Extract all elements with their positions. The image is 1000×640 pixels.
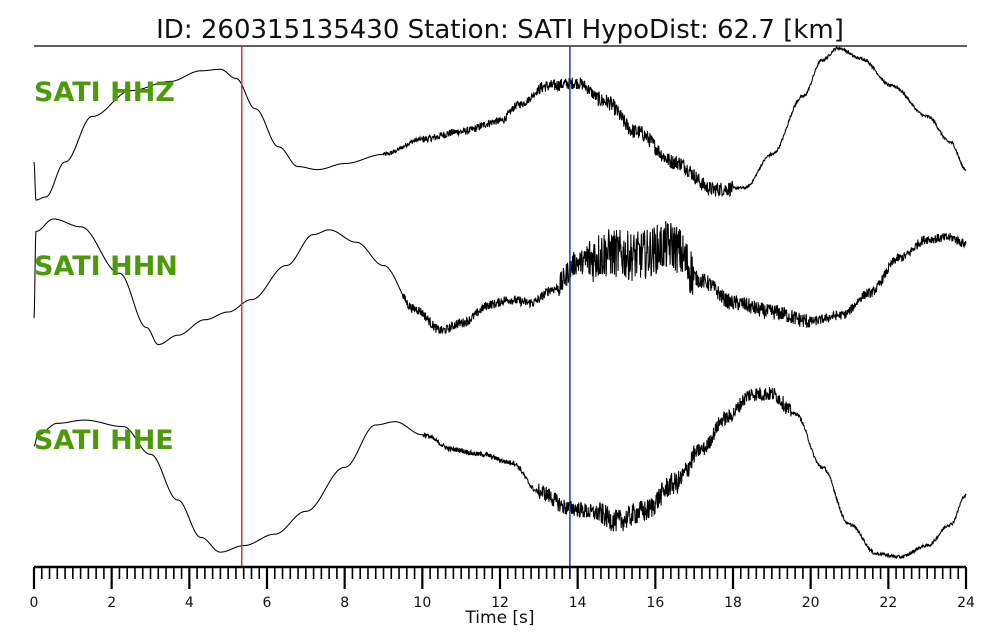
x-tick-label: 14 [569,595,587,611]
trace-group [33,45,967,560]
x-tick-label: 10 [413,595,431,611]
x-tick-label: 4 [185,595,194,611]
trace-sati-hhz [33,45,967,201]
x-tick-label: 18 [724,595,742,611]
channel-label: SATI HHN [34,251,178,282]
x-tick-label: 2 [107,595,116,611]
x-tick-label: 8 [340,595,349,611]
phase-marker-group [241,46,571,567]
chart-title: ID: 260315135430 Station: SATI HypoDist:… [156,15,844,45]
time-axis: 0 2 4 6 8 10 12 14 16 18 20 22 24 [30,565,975,611]
trace-sati-hhe [33,387,967,560]
x-tick-label: 22 [879,595,897,611]
channel-label: SATI HHZ [34,77,175,108]
x-tick-label: 0 [30,595,39,611]
x-tick-label: 6 [263,595,272,611]
x-axis-label: Time [s] [464,608,534,628]
trace-sati-hhn [33,218,967,346]
x-tick-label: 24 [957,595,975,611]
x-tick-label: 12 [491,595,509,611]
x-tick-label: 16 [646,595,664,611]
channel-label: SATI HHE [34,425,174,456]
x-tick-label: 20 [802,595,820,611]
channel-label-group: SATI HHZ SATI HHN SATI HHE [34,77,178,456]
